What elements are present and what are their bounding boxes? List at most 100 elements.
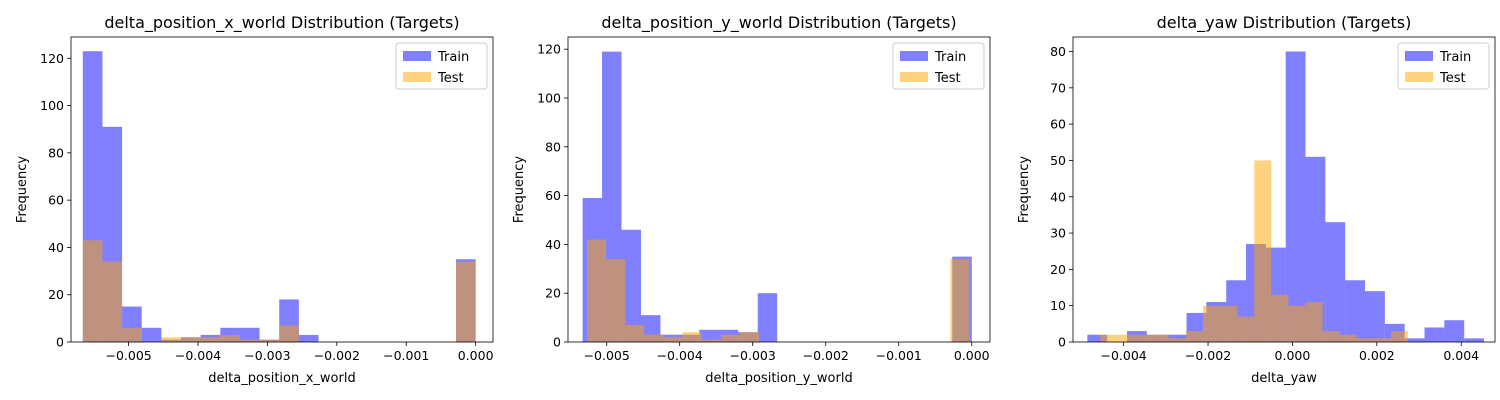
bar-test [1202, 305, 1221, 342]
x-tick-label: 0.000 [954, 348, 990, 363]
bar-train [239, 327, 260, 342]
bar-test [1220, 305, 1238, 342]
bar-test [1271, 294, 1289, 342]
axes-frame [1072, 36, 1496, 343]
chart-title: delta_position_y_world Distribution (Tar… [601, 13, 956, 33]
x-tick-label: −0.002 [803, 348, 849, 363]
bar-test [1339, 334, 1357, 342]
bar-test [644, 334, 664, 342]
bar-train [757, 293, 778, 342]
y-axis-label: Frequency [1017, 156, 1032, 223]
legend-swatch-train [1405, 51, 1433, 61]
y-tick-label: 0 [1058, 335, 1066, 350]
legend-swatch-train [403, 51, 431, 61]
legend-swatch-train [900, 51, 928, 61]
x-axis-label: delta_position_y_world [705, 371, 852, 386]
legend-swatch-test [900, 72, 928, 82]
series-train [82, 51, 476, 342]
bar-train [1087, 334, 1108, 342]
y-axis-label: Frequency [15, 156, 30, 223]
bar-test [102, 261, 123, 342]
x-tick-label: −0.003 [244, 348, 290, 363]
chart-panel-2: −0.005 −0.004 −0.003 −0.002 −0.001 0.000 0 20 40… [512, 13, 991, 386]
bar-test [259, 339, 280, 342]
y-tick-label: 10 [1050, 298, 1066, 313]
bar-train [141, 327, 162, 342]
bar-test [1237, 316, 1255, 342]
series-test [82, 240, 476, 342]
y-tick-label: 0 [553, 335, 561, 350]
legend-label-test: Test [437, 71, 464, 86]
series-test [1100, 160, 1409, 342]
bar-test [161, 337, 182, 342]
bar-train [1424, 327, 1445, 342]
y-tick-label: 100 [537, 91, 561, 106]
bar-train [1464, 338, 1485, 342]
bar-train [1345, 280, 1366, 342]
x-tick-label: 0.000 [1275, 348, 1311, 363]
bar-train [1325, 222, 1346, 342]
chart-panel-1: −0.005 −0.004 −0.003 −0.002 −0.001 0.000 0 20 40… [15, 13, 494, 386]
bar-test [682, 332, 702, 342]
bar-test [456, 261, 476, 342]
series-train [1087, 51, 1485, 343]
y-tick-label: 20 [1050, 262, 1066, 277]
series-test [586, 239, 970, 342]
y-tick-label: 120 [40, 51, 64, 66]
legend-label-train: Train [437, 50, 469, 65]
y-axis-label: Frequency [512, 156, 527, 223]
x-tick-label: 0.004 [1443, 348, 1479, 363]
bar-test [1117, 334, 1135, 342]
bar-test [1322, 331, 1340, 342]
bar-test [122, 327, 142, 342]
bar-test [1390, 331, 1409, 342]
y-tick-label: 70 [1050, 80, 1066, 95]
bar-test [740, 332, 760, 342]
legend-swatch-test [1405, 72, 1433, 82]
legend-label-train: Train [934, 50, 966, 65]
y-tick-label: 40 [545, 237, 561, 252]
bar-test [586, 239, 607, 342]
bar-test [181, 337, 201, 342]
bar-test [1254, 160, 1272, 342]
y-tick-label: 20 [545, 286, 561, 301]
x-tick-label: −0.005 [105, 348, 151, 363]
y-tick-label: 50 [1050, 153, 1066, 168]
chart-title: delta_yaw Distribution (Targets) [1157, 13, 1412, 33]
y-tick-label: 40 [48, 240, 64, 255]
y-tick-label: 20 [48, 287, 64, 302]
x-tick-label: 0.002 [1359, 348, 1395, 363]
bar-test [1151, 334, 1169, 342]
bar-test [1373, 338, 1391, 342]
bar-train [1365, 291, 1385, 342]
legend: Train Test [395, 42, 488, 90]
x-tick-label: −0.001 [876, 348, 922, 363]
x-tick-label: −0.001 [383, 348, 429, 363]
bar-test [1288, 305, 1306, 342]
axes-frame [70, 36, 494, 343]
bar-train [1444, 320, 1465, 342]
bar-test [720, 334, 741, 342]
bar-train [699, 329, 719, 342]
legend: Train Test [1397, 42, 1490, 90]
x-tick-label: −0.003 [730, 348, 776, 363]
bar-test [200, 337, 221, 342]
x-tick-label: −0.004 [1101, 348, 1147, 363]
bar-train [1404, 338, 1425, 342]
y-tick-label: 40 [1050, 189, 1066, 204]
x-tick-label: −0.002 [1185, 348, 1231, 363]
chart-panel-3: −0.004 −0.002 0.000 0.002 0.004 0 10 20 30 40 50 60… [1017, 13, 1496, 386]
y-tick-label: 60 [48, 193, 64, 208]
y-tick-label: 30 [1050, 226, 1066, 241]
y-tick-label: 120 [537, 42, 561, 57]
y-tick-label: 60 [1050, 117, 1066, 132]
legend-swatch-test [403, 72, 431, 82]
series-train [582, 51, 972, 342]
axes-frame [567, 36, 991, 343]
bar-train [621, 229, 641, 342]
legend-label-test: Test [1439, 71, 1466, 86]
y-tick-label: 80 [1050, 44, 1066, 59]
bar-test [1134, 334, 1152, 342]
legend-label-test: Test [934, 71, 961, 86]
bar-test [1168, 338, 1186, 342]
